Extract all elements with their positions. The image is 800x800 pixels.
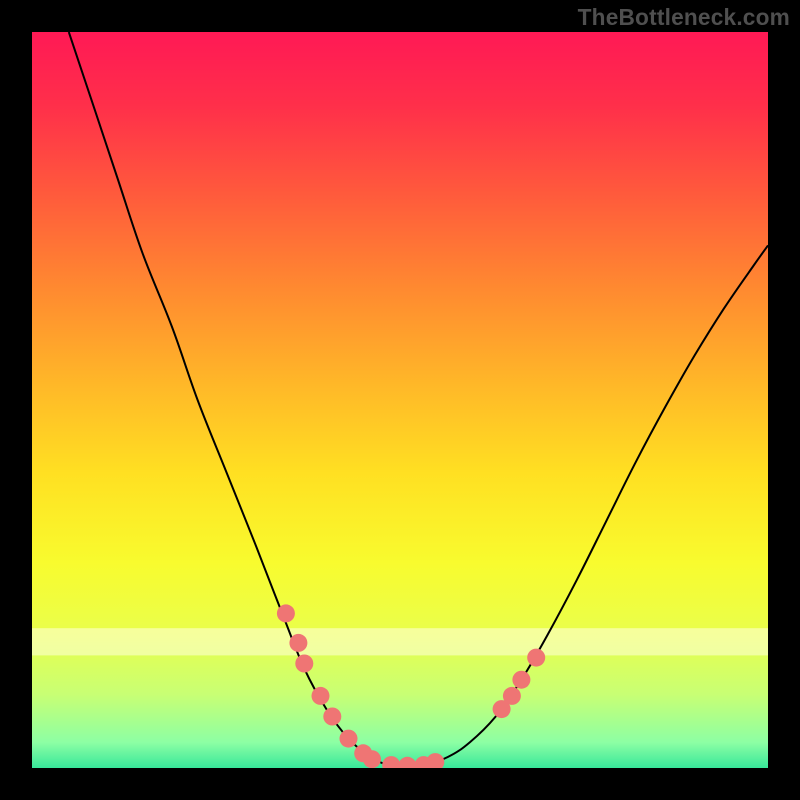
curve-marker: [363, 750, 381, 768]
curve-marker: [382, 756, 400, 768]
curve-marker: [312, 687, 330, 705]
curve-marker: [503, 687, 521, 705]
curve-marker: [295, 655, 313, 673]
curve-marker: [289, 634, 307, 652]
watermark-text: TheBottleneck.com: [578, 4, 790, 31]
bottleneck-curve: [32, 32, 768, 768]
curve-marker: [340, 730, 358, 748]
plot-area: [32, 32, 768, 768]
curve-marker: [527, 649, 545, 667]
curve-marker: [323, 708, 341, 726]
curve-marker: [512, 671, 530, 689]
curve-marker: [277, 604, 295, 622]
chart-frame: TheBottleneck.com: [0, 0, 800, 800]
curve-marker: [398, 757, 416, 768]
curve-marker: [426, 753, 444, 768]
